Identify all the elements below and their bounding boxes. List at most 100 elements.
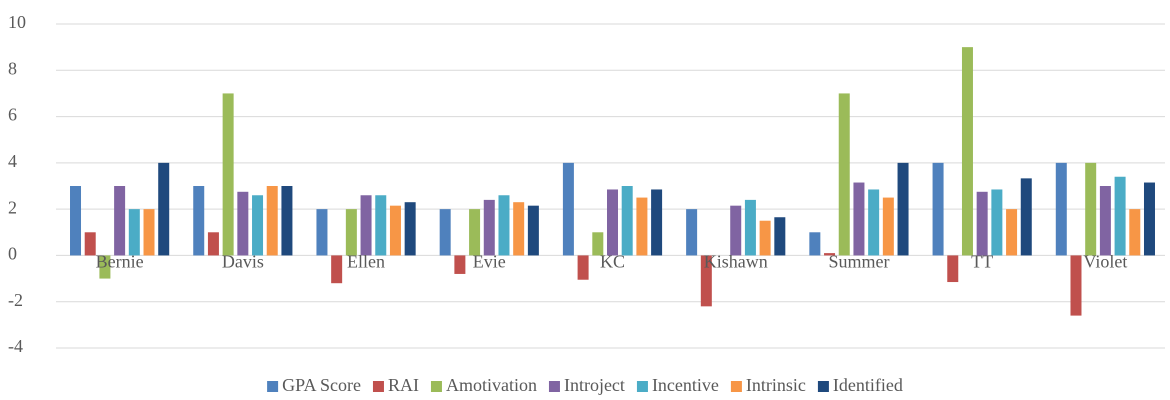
- bar: [838, 93, 850, 256]
- bar: [513, 202, 525, 256]
- bar: [498, 195, 510, 256]
- bar: [1055, 162, 1067, 256]
- y-tick-label: 2: [8, 197, 17, 217]
- bar: [331, 255, 343, 284]
- bar: [621, 186, 633, 256]
- bar: [636, 197, 648, 256]
- legend-label: Intrinsic: [746, 375, 806, 395]
- bar: [1020, 178, 1032, 256]
- legend-swatch: [430, 381, 442, 392]
- bar: [1129, 209, 1141, 256]
- bar: [686, 209, 698, 256]
- legend-swatch: [548, 381, 560, 392]
- bar: [345, 209, 357, 256]
- x-tick-label: Ellen: [347, 252, 385, 272]
- x-tick-label: Kishawn: [704, 252, 768, 272]
- bar: [1085, 162, 1097, 256]
- bar: [947, 255, 959, 283]
- legend-label: Identified: [833, 375, 903, 395]
- y-tick-label: 6: [8, 105, 17, 125]
- legend-swatch: [730, 381, 742, 392]
- legend-item: Amotivation: [430, 375, 537, 395]
- bar: [360, 195, 372, 256]
- bar: [1114, 176, 1126, 256]
- legend-label: Incentive: [652, 375, 719, 395]
- bar: [651, 189, 663, 256]
- legend-label: Amotivation: [446, 375, 537, 395]
- bar: [976, 191, 988, 256]
- bar: [853, 182, 865, 256]
- x-tick-label: Summer: [828, 252, 889, 272]
- legend-label: RAI: [388, 375, 419, 395]
- bar: [252, 195, 264, 256]
- bar: [404, 202, 416, 256]
- bar: [114, 186, 126, 256]
- legend-swatch: [817, 381, 829, 392]
- bar: [700, 255, 712, 307]
- legend-item: RAI: [372, 375, 419, 395]
- legend-label: GPA Score: [282, 375, 361, 395]
- legend-item: Identified: [817, 375, 903, 395]
- bar: [592, 232, 604, 256]
- bar: [730, 205, 742, 256]
- bar: [128, 209, 140, 256]
- bar: [562, 162, 574, 256]
- y-tick-label: -2: [8, 290, 23, 310]
- bar: [84, 232, 96, 256]
- bar: [759, 220, 771, 256]
- legend-item: Introject: [548, 375, 625, 395]
- x-tick-label: Davis: [222, 252, 264, 272]
- bar: [281, 186, 293, 256]
- bar: [607, 189, 618, 256]
- bar: [70, 186, 82, 256]
- bar: [375, 195, 387, 256]
- bar: [824, 253, 836, 256]
- legend-swatch: [267, 381, 279, 392]
- bar: [483, 199, 495, 256]
- bar: [577, 255, 589, 280]
- bar: [143, 209, 155, 256]
- legend-item: Incentive: [636, 375, 719, 395]
- legend-label: Introject: [564, 375, 625, 395]
- legend-swatch: [372, 381, 384, 392]
- bar: [454, 255, 466, 274]
- bar: [1099, 186, 1111, 256]
- x-tick-label: Violet: [1083, 252, 1127, 272]
- bar: [882, 197, 894, 256]
- bar: [389, 205, 401, 256]
- bar: [207, 232, 219, 256]
- bar: [932, 162, 944, 256]
- legend-item: Intrinsic: [730, 375, 806, 395]
- bar: [158, 162, 170, 256]
- bar: [237, 191, 249, 256]
- legend-item: GPA Score: [267, 375, 361, 395]
- y-tick-label: 0: [8, 244, 17, 264]
- x-tick-label: KC: [600, 252, 625, 272]
- bar: [1070, 255, 1082, 316]
- bar: [266, 186, 278, 256]
- x-tick-label: Bernie: [96, 252, 144, 272]
- x-tick-label: TT: [971, 252, 993, 272]
- bar: [897, 162, 909, 256]
- legend-swatch: [636, 381, 648, 392]
- bar: [1143, 182, 1155, 256]
- bar: [774, 217, 786, 256]
- bar: [991, 189, 1003, 256]
- y-tick-label: 4: [8, 151, 17, 171]
- bar: [961, 47, 973, 256]
- y-tick-label: 10: [8, 12, 26, 32]
- bar: [99, 255, 111, 279]
- x-tick-label: Evie: [473, 252, 506, 272]
- bar: [1006, 209, 1018, 256]
- bar: [809, 232, 821, 256]
- bar: [469, 209, 481, 256]
- bar: [222, 93, 234, 256]
- bar: [316, 209, 328, 256]
- bar: [439, 209, 451, 256]
- bar: [744, 199, 756, 256]
- bar: [868, 189, 880, 256]
- bar: [193, 186, 205, 256]
- y-tick-label: -4: [8, 336, 23, 356]
- bar: [527, 205, 539, 256]
